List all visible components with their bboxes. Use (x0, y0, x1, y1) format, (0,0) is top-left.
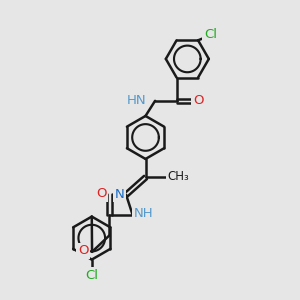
Text: O: O (193, 94, 203, 107)
Text: NH: NH (134, 207, 154, 220)
Text: Cl: Cl (85, 268, 98, 282)
Text: O: O (78, 244, 88, 257)
Text: HN: HN (127, 94, 147, 107)
Text: Cl: Cl (204, 28, 217, 41)
Text: O: O (96, 187, 106, 200)
Text: N: N (115, 188, 124, 201)
Text: CH₃: CH₃ (167, 170, 189, 183)
